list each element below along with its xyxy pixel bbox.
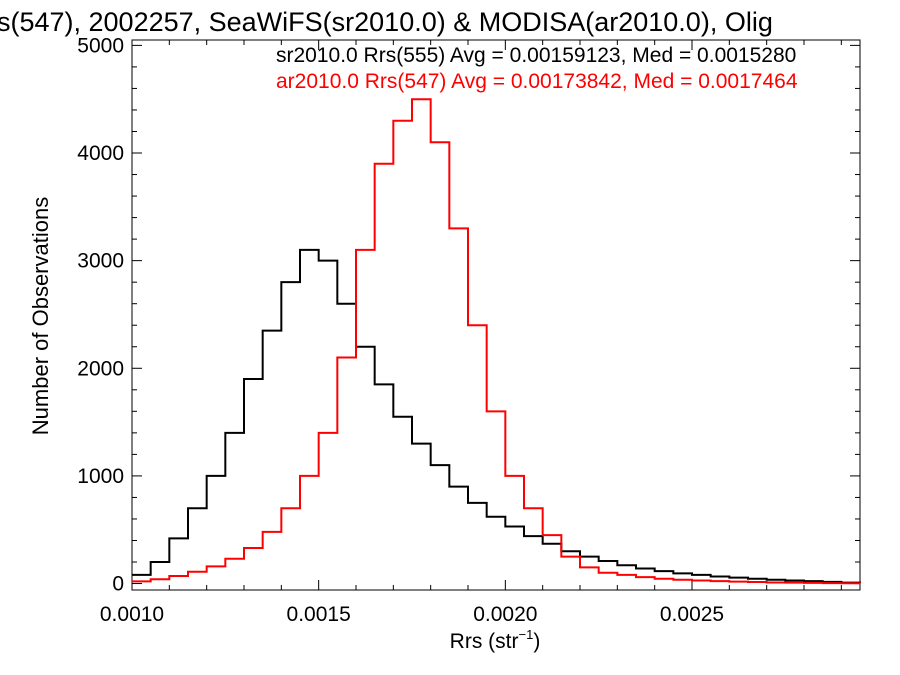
plot-frame [131,39,861,591]
x-axis-label-superscript: −1 [519,627,534,642]
y-axis-tick-labels: 0 1000 2000 3000 4000 5000 [77,34,124,595]
axis-ticks [131,40,860,590]
x-axis-label-main: Rrs (str [450,630,519,653]
x-axis-tick-labels: 0.0010 0.0015 0.0020 0.0025 [100,603,724,626]
annotation-1: sr2010.0 Rrs(555) Avg = 0.00159123, Med … [276,44,796,67]
annotation-2: ar2010.0 Rrs(547) Avg = 0.00173842, Med … [276,70,798,93]
histogram-series-1 [132,248,861,584]
x-tick-label: 0.0015 [287,603,351,626]
y-tick-label: 5000 [77,34,124,57]
x-axis-label-close: ) [533,630,540,653]
series-layer [132,98,861,585]
y-axis-label: Number of Observations [28,197,53,435]
x-axis-label: Rrs (str−1) [450,627,541,653]
y-tick-label: 4000 [77,142,124,165]
x-tick-label: 0.0010 [100,603,164,626]
chart-title: rs(547), 2002257, SeaWiFS(sr2010.0) & MO… [0,7,773,37]
x-tick-label: 0.0020 [473,603,537,626]
plot-area [131,39,861,591]
y-tick-label: 0 [112,573,124,596]
legend-annotations: sr2010.0 Rrs(555) Avg = 0.00159123, Med … [276,44,798,93]
y-tick-label: 2000 [77,357,124,380]
y-tick-label: 3000 [77,250,124,273]
y-tick-label: 1000 [77,465,124,488]
x-tick-label: 0.0025 [660,603,724,626]
histogram-series-2 [132,98,861,585]
